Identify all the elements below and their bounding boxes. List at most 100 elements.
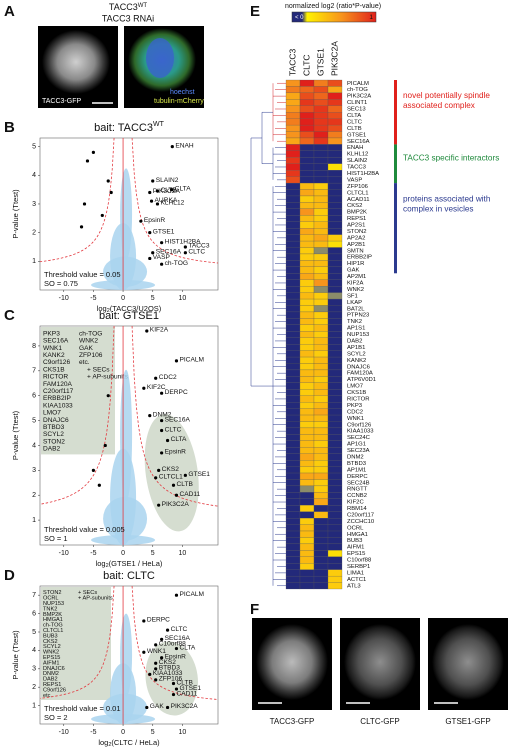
point-label: PICALM bbox=[179, 591, 204, 598]
point-label: PIK3C2A bbox=[162, 501, 190, 508]
row-label: AP1G1 bbox=[347, 442, 366, 448]
x-tick-label: 0 bbox=[121, 729, 125, 736]
point-label: PICALM bbox=[179, 357, 204, 364]
heatmap-cell bbox=[313, 421, 329, 429]
row-label: AP2A2 bbox=[347, 235, 365, 241]
heatmap-cell bbox=[313, 92, 329, 100]
heatmap-cell bbox=[299, 569, 315, 577]
heatmap-cell bbox=[299, 176, 315, 184]
heatmap-cell bbox=[285, 247, 301, 255]
list-item: C20orf117 bbox=[43, 388, 74, 395]
heatmap-cell bbox=[313, 189, 329, 197]
heatmap-cell bbox=[313, 273, 329, 280]
point-label: AURKA bbox=[155, 197, 178, 204]
protein-point bbox=[145, 705, 149, 710]
row-label: CLTC bbox=[347, 119, 363, 125]
protein-point bbox=[154, 667, 158, 671]
heatmap-cell bbox=[299, 524, 315, 532]
chart-title: bait: CLTC bbox=[103, 570, 155, 582]
threshold-curve bbox=[39, 585, 115, 699]
heatmap-cell bbox=[327, 363, 343, 371]
list-item: WNK2 bbox=[79, 338, 98, 345]
x-tick-label: 5 bbox=[151, 295, 155, 302]
heatmap-cell bbox=[285, 376, 301, 383]
heatmap-cell bbox=[327, 537, 343, 545]
list-item: CKS1B bbox=[43, 366, 65, 373]
y-tick-label: 3 bbox=[32, 467, 36, 474]
x-tick-label: -10 bbox=[59, 550, 69, 557]
heatmap-cell bbox=[327, 202, 343, 209]
heatmap-cell bbox=[327, 182, 343, 190]
heatmap-cell bbox=[285, 350, 301, 358]
heatmap-cell bbox=[299, 221, 315, 229]
cell bbox=[256, 624, 328, 700]
row-label: TNK2 bbox=[347, 319, 362, 325]
heatmap-cell bbox=[313, 556, 329, 564]
heatmap-cell bbox=[285, 240, 301, 248]
heatmap-cell bbox=[285, 363, 301, 371]
row-label: DNM2 bbox=[347, 454, 364, 460]
point-label: DNM2 bbox=[153, 411, 172, 418]
row-label: ZCCHC10 bbox=[347, 519, 375, 525]
heatmap-cell bbox=[299, 298, 315, 306]
heatmap-cell bbox=[299, 460, 315, 467]
label-part: log bbox=[97, 304, 107, 313]
heatmap-cell bbox=[285, 118, 301, 126]
heatmap-cell bbox=[313, 434, 329, 441]
protein-point bbox=[170, 145, 174, 149]
point-label: CLTB bbox=[160, 187, 177, 194]
heatmap-cell bbox=[285, 176, 301, 184]
point-label: KIF2C bbox=[147, 384, 166, 391]
point-label: CLTCL1 bbox=[159, 474, 183, 481]
s0-note: SO = 1 bbox=[44, 534, 68, 543]
heatmap-cell bbox=[327, 408, 343, 416]
list-item: KANK2 bbox=[43, 352, 65, 359]
heatmap-cell bbox=[285, 157, 301, 164]
protein-point bbox=[148, 190, 152, 195]
heatmap-cell bbox=[299, 195, 315, 203]
heatmap-cell bbox=[313, 331, 329, 338]
row-label: CLTB bbox=[347, 126, 362, 132]
list-item: NUP153 bbox=[43, 601, 64, 607]
row-label: EPS15 bbox=[347, 551, 366, 557]
point-label: CLTA bbox=[175, 185, 191, 192]
list-box bbox=[41, 587, 111, 700]
protein-point bbox=[142, 619, 146, 623]
background-proteins bbox=[103, 693, 148, 722]
heatmap-cell bbox=[285, 298, 301, 306]
heatmap-cell bbox=[299, 92, 315, 100]
x-axis-label: log2(CLTC / HeLa) bbox=[98, 738, 160, 748]
row-label: KIF2C bbox=[347, 500, 364, 506]
heatmap-cell bbox=[313, 485, 329, 493]
spindle bbox=[146, 38, 174, 78]
group-label: complex in vesicles bbox=[403, 204, 474, 213]
point-label: CAD11 bbox=[179, 491, 200, 498]
protein-point bbox=[91, 150, 95, 154]
threshold-note: Threshold value = 0.01 bbox=[44, 704, 121, 713]
protein-point bbox=[97, 483, 101, 487]
title-text: TACC3 bbox=[109, 2, 138, 12]
heatmap-cell bbox=[327, 434, 343, 441]
heatmap-cell bbox=[299, 530, 315, 538]
heatmap-cell bbox=[313, 414, 329, 422]
heatmap-cell bbox=[285, 524, 301, 532]
heatmap-cell bbox=[299, 253, 315, 261]
heatmap-cell bbox=[285, 395, 301, 403]
x-tick-label: -5 bbox=[90, 729, 96, 736]
list-item: FAM120A bbox=[43, 381, 73, 388]
point-label: CLTC bbox=[188, 248, 205, 255]
heatmap-cell bbox=[313, 530, 329, 538]
heatmap-cell bbox=[299, 99, 315, 106]
heatmap-cell bbox=[313, 182, 329, 190]
x-tick-label: -10 bbox=[59, 729, 69, 736]
heatmap-cell bbox=[299, 575, 315, 583]
heatmap-cell bbox=[327, 505, 343, 512]
title-text: bait: GTSE1 bbox=[99, 310, 159, 322]
protein-point bbox=[151, 251, 155, 255]
list-item: STON2 bbox=[43, 438, 65, 445]
row-label: KIAA1033 bbox=[347, 429, 374, 435]
protein-point bbox=[165, 628, 170, 632]
point-label: DERPC bbox=[165, 389, 188, 396]
heatmap-cell bbox=[285, 208, 301, 216]
heatmap-cell bbox=[327, 163, 343, 171]
